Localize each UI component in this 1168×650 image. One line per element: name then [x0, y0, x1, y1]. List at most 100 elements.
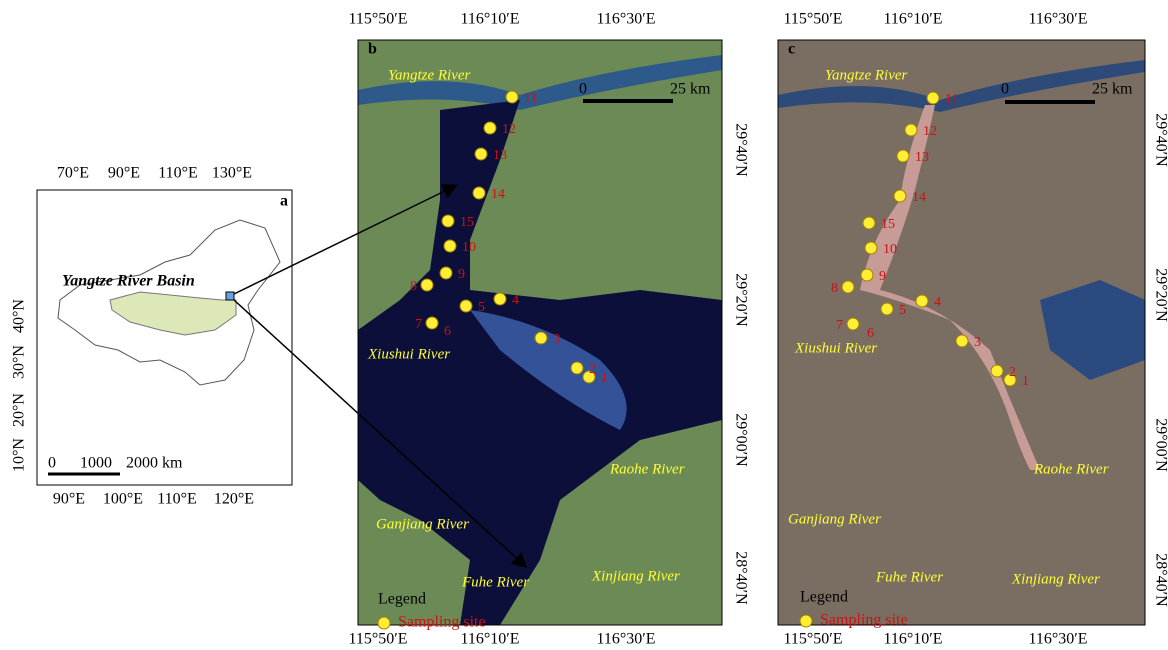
lat-tick-label: 29°20′N [732, 273, 749, 327]
lon-tick-label: 116°30′E [1028, 11, 1087, 28]
river-label: Fuhe River [461, 574, 529, 590]
panel-label: b [368, 41, 377, 58]
lon-tick-label: 90°E [53, 491, 85, 508]
sampling-site [897, 150, 909, 162]
lon-tick-label: 115°50′E [348, 11, 407, 28]
sampling-site [473, 187, 485, 199]
sampling-site [571, 362, 583, 374]
lon-tick-label: 116°10′E [883, 631, 942, 648]
sampling-site [484, 122, 496, 134]
site-label: 8 [410, 279, 417, 294]
sampling-site [865, 242, 877, 254]
site-label: 4 [934, 295, 941, 310]
site-label: 9 [458, 267, 465, 282]
site-label: 7 [415, 317, 422, 332]
lat-tick-label: 40°N [11, 299, 28, 333]
site-label: 1 [601, 371, 608, 386]
study-area-box [226, 292, 234, 300]
sampling-site [916, 295, 928, 307]
sampling-site [905, 124, 917, 136]
site-label: 2 [589, 362, 596, 377]
site-label: 2 [1009, 365, 1016, 380]
site-label: 15 [460, 215, 474, 230]
site-label: 13 [493, 148, 507, 163]
sampling-site [460, 300, 472, 312]
scale-label: 25 km [670, 81, 711, 98]
lat-tick-label: 29°00′N [732, 413, 749, 467]
sampling-site [927, 92, 939, 104]
sampling-site [442, 215, 454, 227]
site-label: 12 [923, 124, 937, 139]
river-label: Yangtze River [825, 67, 908, 83]
legend-marker [800, 615, 812, 627]
sampling-site [506, 91, 518, 103]
lon-tick-label: 110°E [157, 491, 197, 508]
sampling-site [421, 279, 433, 291]
lon-tick-label: 115°50′E [348, 631, 407, 648]
sampling-site [956, 335, 968, 347]
lon-tick-label: 70°E [57, 165, 89, 182]
lat-tick-label: 30°N [11, 345, 28, 379]
site-label: 15 [881, 217, 895, 232]
lat-tick-label: 28°40′N [732, 551, 749, 605]
river-label: Yangtze River [388, 67, 471, 83]
site-label: 14 [491, 187, 505, 202]
lon-tick-label: 116°10′E [460, 11, 519, 28]
site-label: 10 [462, 240, 476, 255]
site-label: 11 [524, 91, 537, 106]
sampling-site [440, 267, 452, 279]
legend-marker [378, 617, 390, 629]
lon-tick-label: 100°E [103, 491, 143, 508]
lat-tick-label: 29°40′N [1152, 113, 1168, 167]
site-label: 5 [899, 303, 906, 318]
legend-label: Sampling site [398, 614, 486, 631]
lon-tick-label: 120°E [214, 491, 254, 508]
scale-label: 0 [579, 81, 587, 98]
scale-label: 0 [48, 455, 56, 472]
river-label: Xiushui River [794, 340, 877, 356]
lat-tick-label: 29°00′N [1152, 418, 1168, 472]
scale-label: 25 km [1092, 81, 1133, 98]
scale-label: 0 [1001, 81, 1009, 98]
sampling-site [842, 281, 854, 293]
lon-tick-label: 110°E [158, 165, 198, 182]
river-label: Xinjiang River [1011, 571, 1100, 587]
lon-tick-label: 116°30′E [596, 11, 655, 28]
sampling-site [991, 365, 1003, 377]
lon-tick-label: 116°30′E [596, 631, 655, 648]
site-label: 3 [553, 332, 560, 347]
site-label: 12 [502, 122, 516, 137]
figure: a70°E90°E110°E130°E90°E100°E110°E120°E40… [0, 0, 1168, 650]
lat-tick-label: 20°N [11, 393, 28, 427]
site-label: 13 [915, 150, 929, 165]
sampling-site [444, 240, 456, 252]
sampling-site [535, 332, 547, 344]
basin-label: Yangtze River Basin [62, 273, 195, 290]
site-label: 1 [1022, 374, 1029, 389]
lon-tick-label: 116°30′E [1028, 631, 1087, 648]
river-label: Ganjiang River [376, 516, 469, 532]
site-label: 14 [912, 190, 926, 205]
site-label: 8 [831, 281, 838, 296]
sampling-site [426, 317, 438, 329]
site-label: 7 [836, 318, 843, 333]
river-label: Raohe River [1033, 461, 1109, 477]
site-label: 10 [883, 242, 897, 257]
site-label: 5 [478, 300, 485, 315]
lat-tick-label: 10°N [11, 438, 28, 472]
sampling-site [847, 318, 859, 330]
river-label: Xinjiang River [591, 568, 680, 584]
site-label: 11 [945, 92, 958, 107]
site-label: 9 [879, 269, 886, 284]
lat-tick-label: 29°40′N [732, 123, 749, 177]
legend-title: Legend [378, 591, 426, 608]
river-label: Fuhe River [875, 569, 943, 585]
sampling-site [494, 293, 506, 305]
site-label: 6 [444, 324, 451, 339]
sampling-site [894, 190, 906, 202]
lon-tick-label: 90°E [108, 165, 140, 182]
scale-label: 2000 km [126, 455, 183, 472]
scale-label: 1000 [80, 455, 112, 472]
panel-label: a [280, 193, 288, 210]
legend-title: Legend [800, 589, 848, 606]
